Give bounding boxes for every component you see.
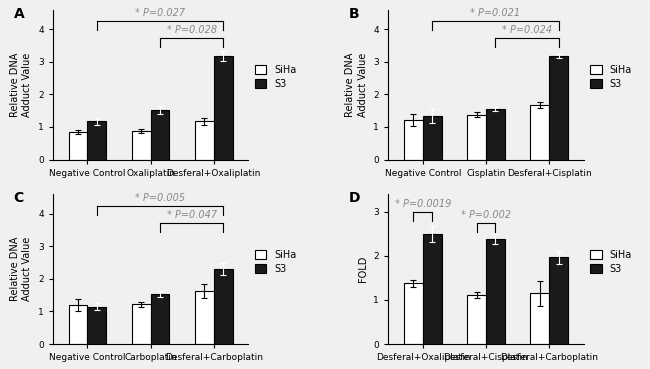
Bar <box>404 283 423 344</box>
Bar <box>423 234 442 344</box>
Text: * P=0.0019: * P=0.0019 <box>395 199 451 209</box>
Bar <box>88 121 107 159</box>
Bar <box>404 120 423 159</box>
Legend: SiHa, S3: SiHa, S3 <box>588 248 634 276</box>
Legend: SiHa, S3: SiHa, S3 <box>253 63 298 91</box>
Bar <box>549 56 568 159</box>
Bar <box>467 295 486 344</box>
Bar <box>195 121 214 159</box>
Text: * P=0.002: * P=0.002 <box>461 210 511 220</box>
Y-axis label: Relative DNA
Adduct Value: Relative DNA Adduct Value <box>10 237 32 301</box>
Text: * P=0.028: * P=0.028 <box>166 25 216 35</box>
Text: C: C <box>14 191 24 205</box>
Bar <box>214 56 233 159</box>
Bar <box>151 110 170 159</box>
Bar <box>68 305 88 344</box>
Bar <box>530 105 549 159</box>
Legend: SiHa, S3: SiHa, S3 <box>588 63 634 91</box>
Text: * P=0.027: * P=0.027 <box>135 8 185 18</box>
Legend: SiHa, S3: SiHa, S3 <box>253 248 298 276</box>
Bar <box>214 269 233 344</box>
Bar <box>486 239 505 344</box>
Text: D: D <box>349 191 361 205</box>
Bar <box>151 294 170 344</box>
Y-axis label: Relative DNA
Adduct Value: Relative DNA Adduct Value <box>10 52 32 117</box>
Text: A: A <box>14 7 24 21</box>
Bar <box>549 257 568 344</box>
Bar <box>132 304 151 344</box>
Y-axis label: Relative DNA
Adduct Value: Relative DNA Adduct Value <box>345 52 368 117</box>
Bar <box>88 307 107 344</box>
Text: * P=0.047: * P=0.047 <box>166 210 216 220</box>
Text: * P=0.021: * P=0.021 <box>471 8 521 18</box>
Bar <box>486 109 505 159</box>
Text: B: B <box>349 7 359 21</box>
Bar <box>423 116 442 159</box>
Bar <box>467 115 486 159</box>
Bar <box>68 132 88 159</box>
Bar <box>530 293 549 344</box>
Y-axis label: FOLD: FOLD <box>358 256 368 282</box>
Bar <box>195 291 214 344</box>
Bar <box>132 131 151 159</box>
Text: * P=0.005: * P=0.005 <box>135 193 185 203</box>
Text: * P=0.024: * P=0.024 <box>502 25 552 35</box>
